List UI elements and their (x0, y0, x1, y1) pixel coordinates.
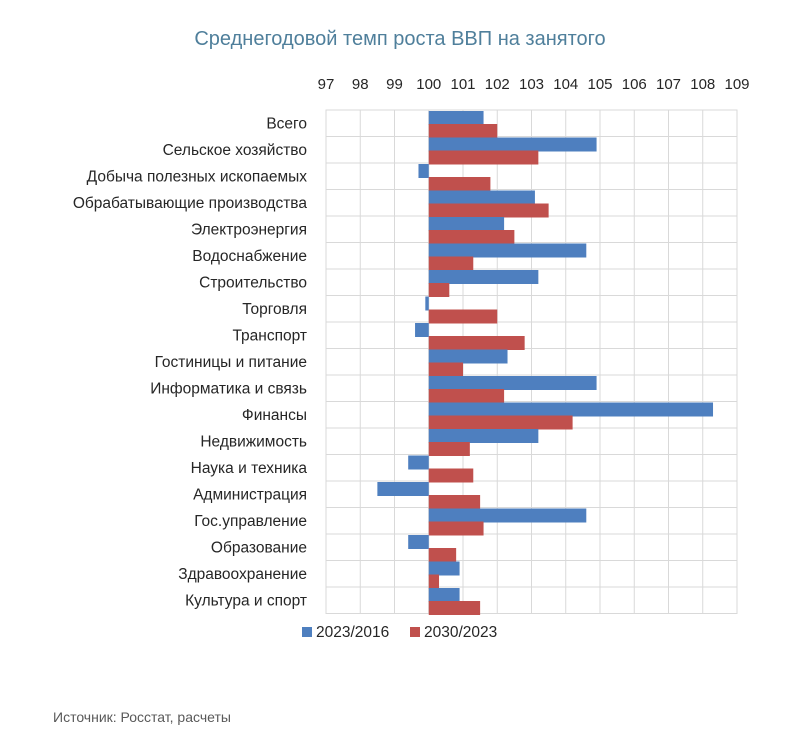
bar-2023-2016 (428, 561, 460, 576)
bar-2030-2023 (428, 495, 481, 509)
category-label: Строительство (199, 274, 307, 291)
category-label: Электроэнергия (191, 221, 307, 238)
bar-2030-2023 (428, 415, 573, 430)
bar-2023-2016 (428, 217, 505, 231)
x-tick-label: 108 (690, 76, 715, 93)
bar-2030-2023 (428, 442, 470, 456)
category-label: Обрабатывающие производства (73, 195, 308, 212)
category-labels: Всего Сельское хозяйство Добыча полезных и… (73, 115, 308, 609)
bar-2023-2016 (428, 349, 508, 364)
bar-2023-2016 (428, 376, 597, 390)
bar-2030-2023 (428, 283, 450, 297)
category-label: Образование (211, 539, 307, 556)
x-tick-label: 101 (450, 76, 475, 93)
bar-2023-2016 (428, 429, 539, 443)
category-label: Администрация (193, 486, 307, 503)
bar-2023-2016 (428, 402, 714, 417)
bar-2030-2023 (428, 309, 498, 324)
legend-swatch (302, 627, 312, 637)
x-tick-label: 107 (656, 76, 681, 93)
chart-title: Среднегодовой темп роста ВВП на занятого (194, 28, 606, 50)
bar-2023-2016 (408, 535, 429, 549)
bar-2030-2023 (428, 203, 549, 218)
x-axis-tick-labels: 97 98 99 100 101 102 103 104 105 106 107 108 109 (318, 76, 750, 93)
x-tick-label: 98 (352, 76, 369, 93)
bar-2030-2023 (428, 468, 474, 483)
bar-2030-2023 (428, 177, 491, 191)
bar-2023-2016 (428, 588, 460, 602)
bar-2030-2023 (428, 124, 498, 138)
x-tick-label: 103 (519, 76, 544, 93)
bar-2030-2023 (428, 389, 505, 403)
category-label: Гостиницы и питание (155, 354, 307, 371)
x-tick-label: 105 (587, 76, 612, 93)
source-note: Источник: Росстат, расчеты (53, 709, 231, 725)
x-tick-label: 102 (485, 76, 510, 93)
category-label: Финансы (242, 407, 307, 424)
category-label: Здравоохранение (178, 566, 307, 583)
legend-swatch (410, 627, 420, 637)
bar-2030-2023 (428, 362, 463, 377)
bar-2023-2016 (428, 270, 539, 284)
legend: 2023/2016 2030/2023 (302, 624, 497, 641)
bar-2030-2023 (428, 336, 525, 350)
category-label: Наука и техника (191, 460, 308, 477)
category-label: Недвижимость (200, 433, 307, 450)
bars (377, 111, 714, 615)
bar-2023-2016 (428, 137, 597, 152)
category-label: Информатика и связь (150, 380, 307, 397)
bar-2030-2023 (428, 521, 484, 536)
bar-2030-2023 (428, 256, 474, 271)
category-label: Гос.управление (194, 513, 307, 530)
category-label: Добыча полезных ископаемых (87, 168, 308, 185)
x-tick-label: 106 (622, 76, 647, 93)
legend-label: 2030/2023 (424, 624, 497, 641)
bar-2023-2016 (425, 296, 429, 311)
legend-label: 2023/2016 (316, 624, 389, 641)
bar-2030-2023 (428, 548, 457, 562)
x-tick-label: 97 (318, 76, 335, 93)
x-tick-label: 100 (416, 76, 441, 93)
bar-2023-2016 (418, 164, 429, 178)
bar-2023-2016 (428, 190, 535, 205)
grid-lines (325, 109, 738, 614)
category-label: Культура и спорт (185, 592, 307, 609)
bar-2023-2016 (415, 323, 429, 337)
x-tick-label: 104 (553, 76, 578, 93)
bar-2030-2023 (428, 601, 481, 615)
x-tick-label: 109 (724, 76, 749, 93)
category-label: Сельское хозяйство (163, 142, 307, 159)
bar-2030-2023 (428, 574, 440, 589)
bar-2023-2016 (408, 455, 429, 470)
bar-2023-2016 (428, 111, 484, 125)
bar-2030-2023 (428, 150, 539, 165)
bar-2023-2016 (377, 482, 429, 496)
category-label: Всего (266, 115, 307, 132)
category-label: Транспорт (232, 327, 307, 344)
bar-2030-2023 (428, 230, 515, 244)
bar-2023-2016 (428, 243, 587, 258)
bar-2023-2016 (428, 508, 587, 523)
category-label: Торговля (242, 301, 307, 318)
x-tick-label: 99 (386, 76, 403, 93)
category-label: Водоснабжение (192, 248, 307, 265)
